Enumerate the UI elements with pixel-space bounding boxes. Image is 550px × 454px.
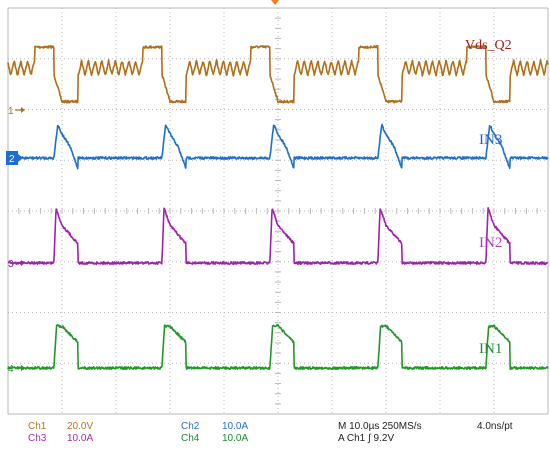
series-label-ch4: IN1: [479, 341, 502, 357]
marker-ch3-arrow: [21, 260, 25, 266]
status-ch4-label: Ch4: [181, 433, 200, 444]
marker-ch2-box: [6, 151, 18, 165]
status-ch3-label: Ch3: [28, 433, 47, 444]
marker-ch2-label: 2: [9, 154, 15, 165]
trace-labels: Vds_Q2 IN3 IN2 IN1: [465, 38, 512, 357]
status-ch4-value: 10.0A: [222, 433, 249, 444]
trigger-position-marker: [271, 0, 279, 5]
marker-ch4-label: 4: [8, 364, 14, 375]
series-label-ch1: Vds_Q2: [465, 38, 512, 53]
status-trigger: A Ch1 ∫ 9.2V: [338, 433, 395, 444]
marker-ch1-label: 1: [8, 106, 14, 117]
series-label-ch2: IN3: [479, 132, 502, 148]
series-label-ch3: IN2: [479, 235, 502, 251]
trace-ch3: [7, 207, 549, 265]
trace-ch1: [7, 45, 549, 104]
graticule: [7, 7, 549, 415]
status-resolution: 4.0ns/pt: [477, 421, 513, 432]
status-ch1-label: Ch1: [28, 421, 47, 432]
marker-ch1: 1: [8, 106, 25, 117]
status-ch2-value: 10.0A: [222, 421, 249, 432]
marker-ch1-arrow: [21, 107, 25, 113]
channel-markers: 1 2 3 4: [6, 106, 25, 375]
trace-ch2: [7, 123, 549, 170]
trace-ch4: [7, 324, 549, 370]
marker-ch3-label: 3: [8, 259, 14, 270]
traces: [7, 45, 549, 370]
status-ch2-label: Ch2: [181, 421, 200, 432]
marker-ch4-arrow: [21, 365, 25, 371]
marker-ch4: 4: [8, 364, 25, 375]
marker-ch2: 2: [6, 151, 23, 165]
status-ch3-value: 10.0A: [67, 433, 94, 444]
status-ch1-value: 20.0V: [67, 421, 94, 432]
marker-ch2-arrow: [18, 154, 23, 162]
status-timebase: M 10.0µs 250MS/s: [338, 421, 422, 432]
marker-ch3: 3: [8, 259, 25, 270]
